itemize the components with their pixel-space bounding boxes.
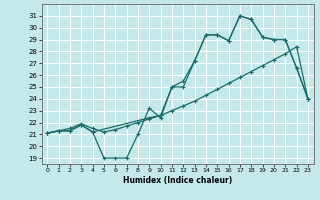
X-axis label: Humidex (Indice chaleur): Humidex (Indice chaleur) <box>123 176 232 185</box>
